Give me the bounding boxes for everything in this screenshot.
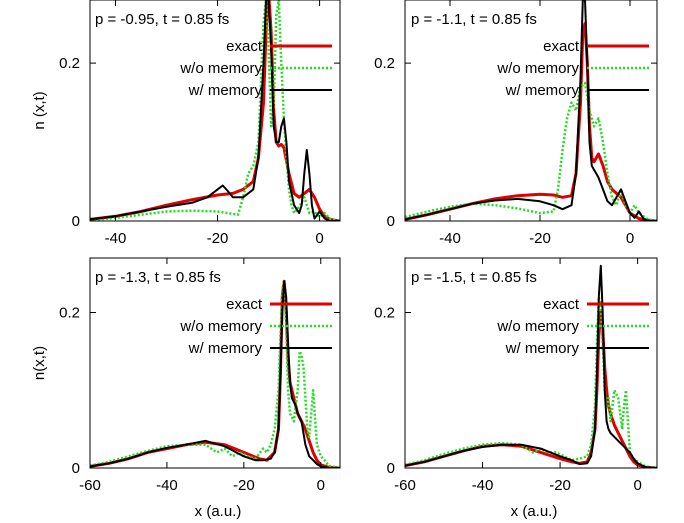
- series-line-w-memory: [90, 280, 340, 468]
- series-line-w-o-memory: [405, 81, 657, 221]
- x-tick-label: -60: [79, 477, 101, 494]
- legend-label: exact: [226, 38, 263, 55]
- x-tick-label: 0: [633, 477, 641, 494]
- y-tick-label: 0: [72, 213, 80, 230]
- legend-label: w/ memory: [505, 82, 580, 99]
- plot-frame: [89, 0, 341, 222]
- series-line-w-memory: [405, 264, 657, 468]
- y-tick-label: 0: [387, 213, 395, 230]
- legend-label: w/ memory: [505, 340, 580, 357]
- y-tick-label: 0.2: [59, 55, 80, 72]
- x-tick-label: 0: [315, 230, 323, 247]
- series-line-w-o-memory: [90, 0, 340, 221]
- legend-label: w/o memory: [496, 318, 579, 335]
- x-tick-label: -40: [472, 477, 494, 494]
- y-tick-label: 0.2: [59, 304, 80, 321]
- legend-label: w/o memory: [179, 60, 262, 77]
- legend-label: w/o memory: [179, 318, 262, 335]
- panel-top-left: p = -0.95, t = 0.85 fs n (x,t) -40 -20 0 0 0…: [31, 0, 341, 247]
- y-axis-label: n(x,t): [31, 346, 48, 380]
- y-axis-label: n (x,t): [31, 91, 48, 129]
- legend-label: exact: [543, 296, 580, 313]
- series-line-w-memory: [405, 0, 657, 221]
- x-tick-label: -40: [105, 230, 127, 247]
- panel-bottom-left: p = -1.3, t = 0.85 fs n(x,t) x (a.u.) -6…: [31, 257, 341, 520]
- series-line-exact: [90, 0, 340, 221]
- panel-title: p = -1.5, t = 0.85 fs: [411, 269, 537, 286]
- series-line-w-memory: [90, 0, 340, 221]
- y-tick-label: 0: [387, 460, 395, 477]
- x-tick-label: 0: [317, 477, 325, 494]
- y-tick-label: 0.2: [374, 304, 395, 321]
- panel-title: p = -1.1, t = 0.85 fs: [411, 11, 537, 28]
- plot-frame: [89, 257, 341, 469]
- legend-label: w/ memory: [188, 340, 263, 357]
- plot-frame: [404, 0, 658, 222]
- x-axis-label: x (a.u.): [195, 503, 242, 520]
- y-tick-label: 0: [72, 460, 80, 477]
- x-tick-label: -20: [207, 230, 229, 247]
- x-tick-label: -60: [394, 477, 416, 494]
- legend-label: exact: [543, 38, 580, 55]
- series-line-w-o-memory: [90, 280, 340, 468]
- x-tick-label: -40: [156, 477, 178, 494]
- x-axis-label: x (a.u.): [511, 503, 558, 520]
- legend-label: w/ memory: [188, 82, 263, 99]
- panel-bottom-right: p = -1.5, t = 0.85 fs x (a.u.) -60 -40 -20…: [374, 257, 658, 520]
- plot-frame: [404, 257, 658, 469]
- panel-title: p = -0.95, t = 0.85 fs: [95, 11, 229, 28]
- legend-label: w/o memory: [496, 60, 579, 77]
- y-tick-label: 0.2: [374, 55, 395, 72]
- x-tick-label: 0: [626, 230, 634, 247]
- panel-top-right: p = -1.1, t = 0.85 fs -40 -20 0 0 0.2 exact w/…: [374, 0, 658, 247]
- series-line-exact: [90, 279, 340, 468]
- x-tick-label: -40: [439, 230, 461, 247]
- panel-title: p = -1.3, t = 0.85 fs: [95, 269, 221, 286]
- x-tick-label: -20: [549, 477, 571, 494]
- x-tick-label: -20: [529, 230, 551, 247]
- legend-label: exact: [226, 296, 263, 313]
- x-tick-label: -20: [233, 477, 255, 494]
- series-line-exact: [405, 310, 657, 468]
